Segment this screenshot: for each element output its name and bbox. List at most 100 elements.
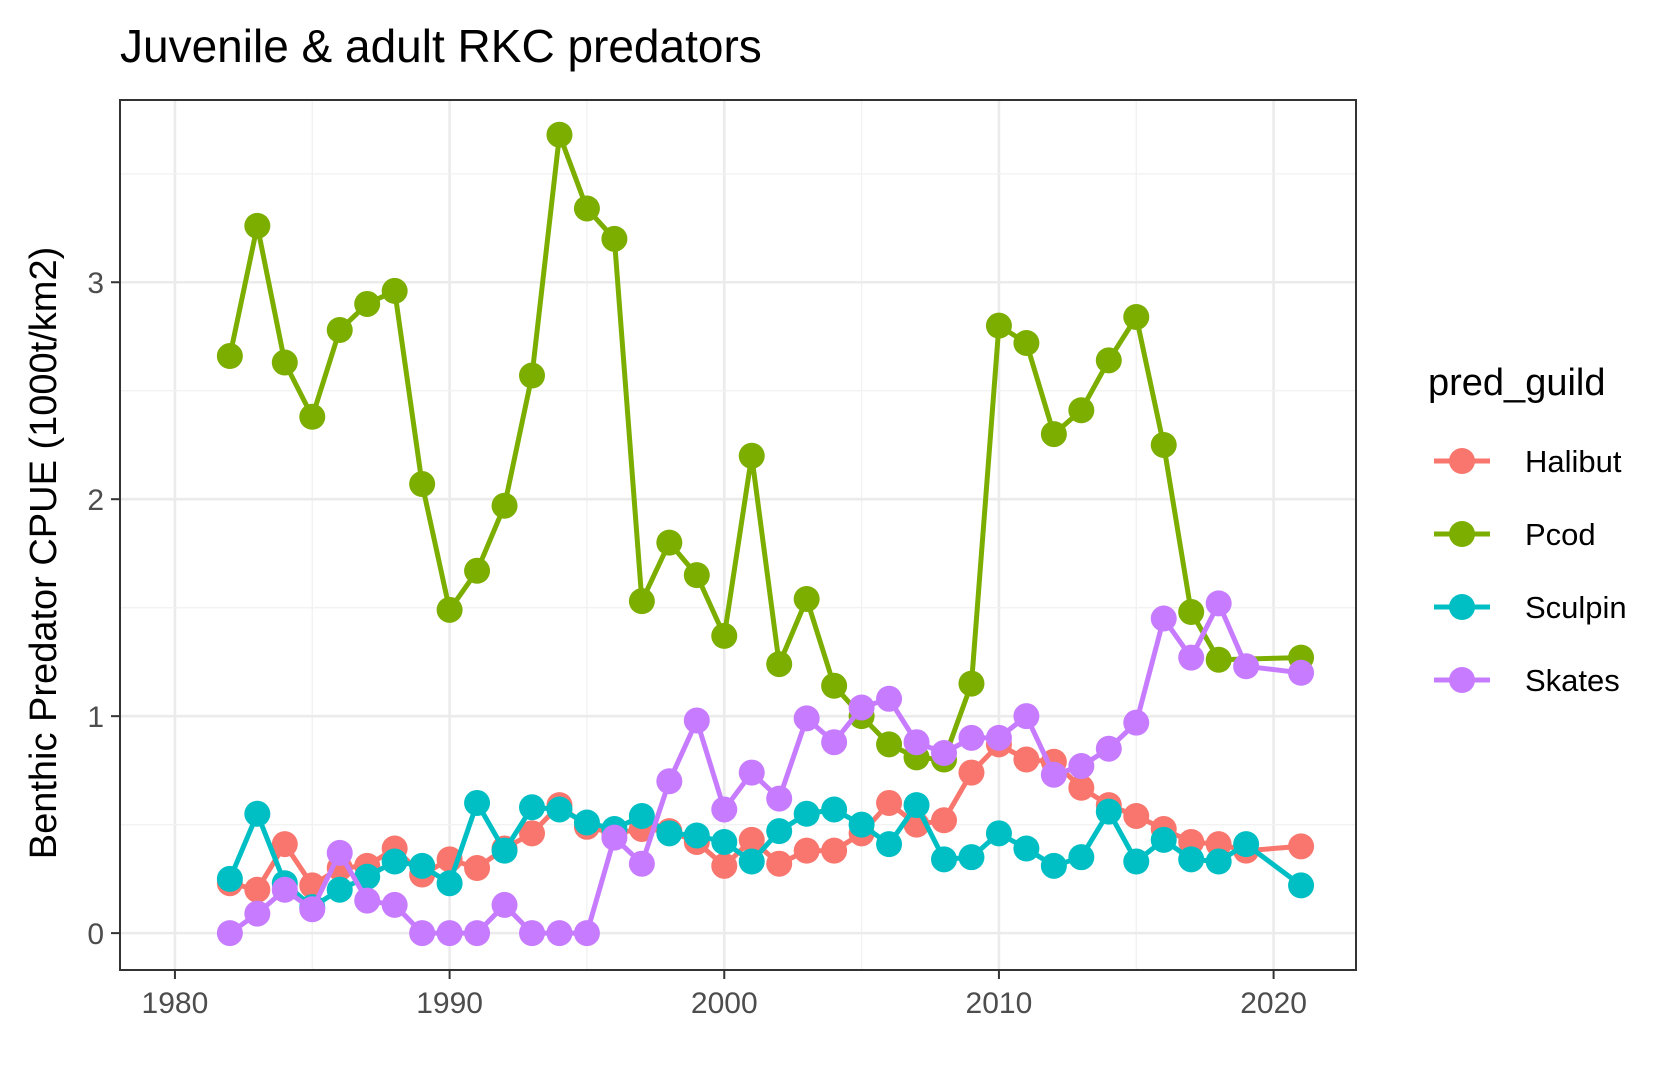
data-point bbox=[519, 820, 545, 847]
data-point bbox=[766, 785, 793, 812]
data-point bbox=[793, 705, 820, 732]
x-tick-label: 1990 bbox=[416, 987, 483, 1020]
data-point bbox=[985, 820, 1012, 847]
data-point bbox=[1233, 653, 1260, 680]
series-pcod bbox=[216, 121, 1315, 773]
data-point bbox=[1178, 846, 1205, 873]
legend: pred_guild Halibut Pcod Sculpin Skates bbox=[1428, 362, 1627, 698]
data-point bbox=[628, 802, 655, 829]
data-point bbox=[1013, 746, 1040, 773]
data-point bbox=[1150, 826, 1177, 853]
data-point bbox=[1013, 703, 1040, 730]
data-point bbox=[381, 848, 408, 875]
data-point bbox=[903, 729, 930, 756]
data-point bbox=[711, 622, 738, 649]
data-point bbox=[821, 672, 848, 699]
data-point bbox=[1233, 831, 1260, 858]
data-point bbox=[1123, 848, 1150, 875]
data-point bbox=[711, 828, 738, 855]
legend-point-key bbox=[1449, 594, 1475, 620]
data-point bbox=[546, 796, 573, 823]
data-point bbox=[271, 831, 298, 858]
data-point bbox=[381, 891, 408, 918]
data-point bbox=[354, 863, 381, 890]
data-point bbox=[793, 837, 820, 864]
data-point bbox=[354, 290, 381, 317]
axis-ticks: 1980 1990 2000 2010 2020 0 1 2 3 bbox=[87, 267, 1307, 1020]
legend-item-halibut: Halibut bbox=[1434, 444, 1622, 479]
x-tick-label: 2000 bbox=[691, 987, 758, 1020]
data-point bbox=[876, 731, 903, 758]
y-tick-label: 1 bbox=[87, 701, 104, 734]
data-point bbox=[573, 195, 600, 222]
data-point bbox=[546, 121, 573, 148]
legend-title: pred_guild bbox=[1428, 362, 1605, 404]
legend-label: Halibut bbox=[1525, 444, 1622, 479]
data-point bbox=[464, 855, 491, 882]
data-point bbox=[326, 839, 353, 866]
series-layer bbox=[216, 121, 1315, 947]
data-point bbox=[326, 316, 353, 343]
data-point bbox=[1205, 848, 1232, 875]
data-point bbox=[1205, 646, 1232, 673]
data-point bbox=[821, 837, 848, 864]
data-point bbox=[793, 586, 820, 613]
data-point bbox=[1205, 590, 1232, 617]
data-point bbox=[491, 492, 518, 519]
series-sculpin bbox=[216, 789, 1315, 921]
data-point bbox=[1150, 605, 1177, 632]
data-point bbox=[848, 811, 875, 838]
data-point bbox=[299, 403, 326, 430]
data-point bbox=[766, 651, 793, 678]
data-point bbox=[244, 900, 271, 927]
legend-point-key bbox=[1449, 521, 1475, 547]
data-point bbox=[656, 529, 683, 556]
data-point bbox=[244, 800, 271, 827]
data-point bbox=[573, 920, 600, 947]
data-point bbox=[1040, 421, 1067, 448]
data-point bbox=[546, 920, 573, 947]
data-point bbox=[1123, 802, 1150, 829]
data-point bbox=[216, 865, 243, 892]
data-point bbox=[1178, 599, 1205, 626]
data-point bbox=[464, 557, 491, 584]
legend-item-pcod: Pcod bbox=[1434, 517, 1596, 552]
legend-item-skates: Skates bbox=[1434, 663, 1620, 698]
data-point bbox=[848, 694, 875, 721]
data-point bbox=[1040, 852, 1067, 879]
data-point bbox=[326, 876, 353, 903]
data-point bbox=[766, 850, 793, 877]
data-point bbox=[519, 362, 545, 389]
data-point bbox=[931, 740, 957, 767]
data-point bbox=[601, 824, 628, 851]
data-point bbox=[491, 837, 518, 864]
data-point bbox=[244, 212, 271, 239]
data-point bbox=[958, 724, 985, 751]
data-point bbox=[1095, 347, 1122, 374]
legend-point-key bbox=[1449, 667, 1475, 693]
legend-item-sculpin: Sculpin bbox=[1434, 590, 1627, 625]
data-point bbox=[409, 852, 436, 879]
data-point bbox=[354, 887, 381, 914]
x-tick-label: 1980 bbox=[142, 987, 209, 1020]
data-point bbox=[216, 920, 243, 947]
data-point bbox=[381, 277, 408, 304]
data-point bbox=[271, 349, 298, 376]
data-point bbox=[985, 724, 1012, 751]
data-point bbox=[628, 850, 655, 877]
data-point bbox=[573, 809, 600, 836]
data-point bbox=[436, 920, 463, 947]
series-skates bbox=[216, 590, 1315, 947]
x-tick-label: 2020 bbox=[1240, 987, 1307, 1020]
data-point bbox=[821, 729, 848, 756]
y-tick-label: 0 bbox=[87, 918, 104, 951]
data-point bbox=[985, 312, 1012, 339]
data-point bbox=[903, 792, 930, 819]
data-point bbox=[216, 343, 243, 370]
legend-label: Pcod bbox=[1525, 517, 1596, 552]
data-point bbox=[491, 891, 518, 918]
data-point bbox=[683, 822, 710, 849]
data-point bbox=[876, 831, 903, 858]
y-tick-label: 2 bbox=[87, 484, 104, 517]
data-point bbox=[738, 848, 765, 875]
